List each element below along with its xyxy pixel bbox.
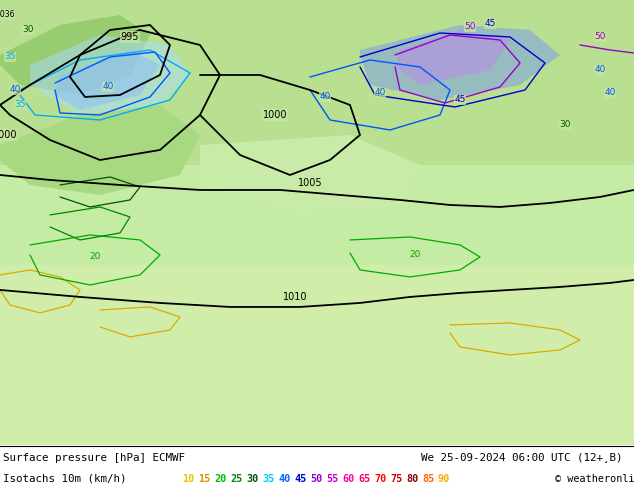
Polygon shape	[0, 265, 634, 445]
Polygon shape	[0, 165, 634, 265]
Text: 40: 40	[320, 93, 331, 101]
Polygon shape	[0, 15, 150, 95]
Text: 40: 40	[594, 66, 605, 74]
Text: 40: 40	[102, 82, 113, 92]
Text: 65: 65	[358, 474, 370, 484]
Text: 25: 25	[230, 474, 242, 484]
Text: 15: 15	[198, 474, 210, 484]
Text: 85: 85	[422, 474, 434, 484]
Polygon shape	[55, 50, 160, 110]
Text: Surface pressure [hPa] ECMWF: Surface pressure [hPa] ECMWF	[3, 453, 185, 463]
Text: 30: 30	[22, 25, 34, 34]
Text: 10: 10	[182, 474, 194, 484]
Text: 35: 35	[262, 474, 275, 484]
Text: 20: 20	[89, 252, 101, 262]
Text: 40: 40	[278, 474, 290, 484]
Text: 40: 40	[604, 89, 616, 98]
Text: 1005: 1005	[298, 178, 322, 188]
Text: 70: 70	[374, 474, 386, 484]
Text: 35: 35	[4, 52, 16, 61]
Polygon shape	[395, 30, 510, 85]
Text: We 25-09-2024 06:00 UTC (12+¸B): We 25-09-2024 06:00 UTC (12+¸B)	[421, 453, 623, 463]
Text: 50: 50	[464, 23, 476, 31]
Text: 995: 995	[120, 32, 139, 42]
Text: 90: 90	[438, 474, 450, 484]
Text: 60: 60	[342, 474, 354, 484]
Polygon shape	[0, 105, 200, 195]
Text: 45: 45	[455, 96, 466, 104]
Text: 55: 55	[326, 474, 339, 484]
Text: 50: 50	[310, 474, 322, 484]
Text: 1000: 1000	[262, 110, 287, 120]
Text: 20: 20	[410, 250, 421, 259]
Text: 30: 30	[559, 121, 571, 129]
Text: 40: 40	[374, 89, 385, 98]
Text: 30: 30	[246, 474, 258, 484]
Text: 50: 50	[594, 32, 605, 42]
Text: 40: 40	[10, 85, 21, 95]
Text: 1010: 1010	[283, 292, 307, 302]
Polygon shape	[30, 35, 190, 115]
Text: 80: 80	[406, 474, 418, 484]
Polygon shape	[200, 135, 420, 215]
Text: 45: 45	[294, 474, 306, 484]
Text: 45: 45	[484, 20, 496, 28]
Polygon shape	[0, 0, 634, 165]
Text: 3036: 3036	[0, 10, 15, 20]
Text: 20: 20	[214, 474, 226, 484]
Polygon shape	[360, 25, 560, 100]
Text: © weatheronline.co.uk: © weatheronline.co.uk	[555, 474, 634, 484]
Text: 35: 35	[14, 100, 26, 109]
Text: 1000: 1000	[0, 130, 17, 140]
Text: Isotachs 10m (km/h): Isotachs 10m (km/h)	[3, 474, 127, 484]
Text: 75: 75	[390, 474, 402, 484]
